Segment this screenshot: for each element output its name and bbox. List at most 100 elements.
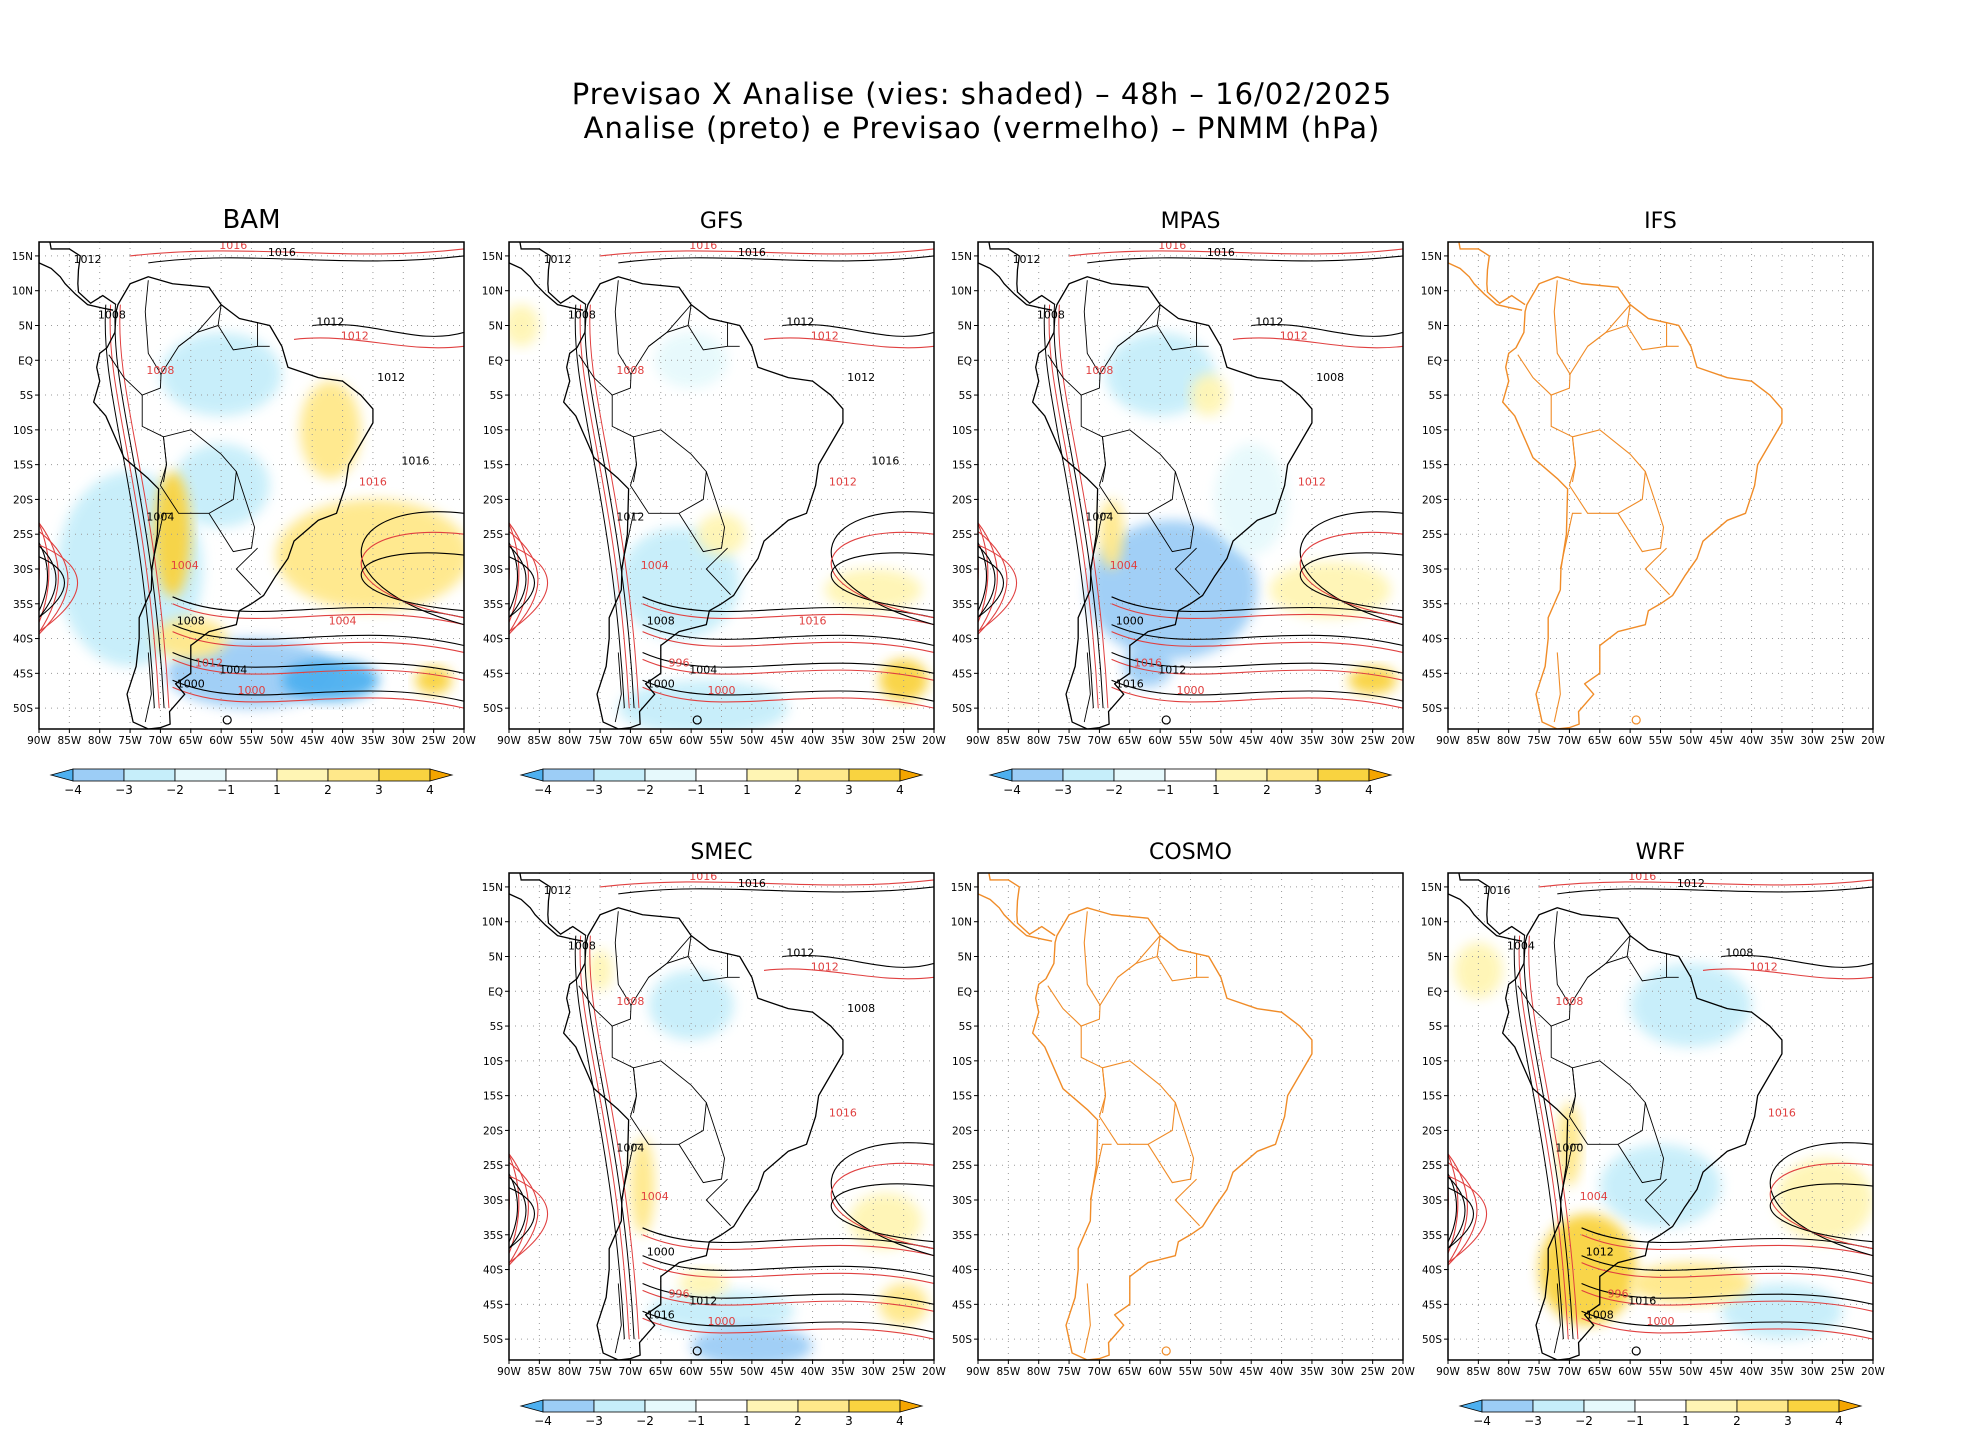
country-border bbox=[678, 471, 725, 553]
y-tick-label: 45S bbox=[952, 1299, 972, 1311]
forecast-isobar bbox=[509, 1153, 529, 1265]
x-tick-label: 50W bbox=[1679, 1366, 1703, 1378]
analysis-isobar bbox=[642, 596, 934, 619]
coastline-south-america bbox=[1031, 276, 1313, 729]
coastline-central-america bbox=[1448, 873, 1526, 942]
country-border bbox=[620, 512, 643, 570]
forecast-isobar bbox=[1111, 603, 1403, 626]
analysis-isobar bbox=[39, 545, 57, 619]
x-tick-label: 70W bbox=[619, 735, 643, 747]
analysis-isobar bbox=[172, 624, 464, 647]
map-area: 1012 1016 1012 1008 1004 1008 1004 1000 1012 1016… bbox=[39, 242, 464, 729]
andes-isobar bbox=[1528, 935, 1579, 1340]
isobar-label-analysis: 1000 bbox=[647, 677, 675, 690]
isobar-label-analysis: 1016 bbox=[647, 1308, 675, 1321]
x-tick-label: 65W bbox=[1118, 735, 1142, 747]
x-tick-label: 40W bbox=[1270, 1366, 1294, 1378]
colorbar-label: 2 bbox=[324, 783, 332, 797]
colorbar-label: −1 bbox=[217, 783, 235, 797]
x-tick-label: 85W bbox=[527, 735, 551, 747]
analysis-isobar bbox=[1721, 954, 1873, 968]
bias-region bbox=[1123, 645, 1173, 688]
isobar bbox=[1299, 511, 1403, 626]
y-tick-label: 45S bbox=[1422, 668, 1442, 680]
forecast-isobar bbox=[600, 248, 934, 257]
forecast-isobar bbox=[1539, 879, 1873, 888]
isobar-label-analysis: 1016 bbox=[1116, 677, 1144, 690]
andes-isobar bbox=[119, 304, 170, 709]
forecast-isobar bbox=[172, 686, 464, 709]
forecast-isobar bbox=[509, 530, 539, 635]
y-tick-label: 20S bbox=[483, 494, 503, 506]
analysis-isobar bbox=[39, 556, 65, 618]
analysis-isobar bbox=[642, 624, 934, 647]
isobar bbox=[1299, 531, 1403, 619]
country-border bbox=[1517, 985, 1552, 1027]
country-border bbox=[235, 547, 261, 596]
y-tick-label: 20S bbox=[952, 1125, 972, 1137]
country-border bbox=[611, 304, 692, 486]
isobar-label-analysis: 1000 bbox=[177, 677, 205, 690]
andes-isobar bbox=[589, 304, 640, 709]
country-border bbox=[1147, 471, 1194, 553]
isobar-label-analysis: 1012 bbox=[316, 315, 344, 328]
x-tick-label: 20W bbox=[1391, 1366, 1415, 1378]
panel-smec: SMEC 1012 1016 1012 1008 1004 1000 1012 1016 1008… bbox=[482, 840, 947, 1428]
country-border bbox=[1617, 1102, 1664, 1184]
colorbar: −4 −3 −2 −1 1 2 3 4 bbox=[1458, 1399, 1863, 1428]
analysis-isobar bbox=[509, 1176, 527, 1250]
colorbar-swatch bbox=[644, 768, 697, 782]
forecast-isobar bbox=[642, 1262, 934, 1285]
x-tick-label: 85W bbox=[57, 735, 81, 747]
colorbar-label: −3 bbox=[585, 783, 603, 797]
y-tick-label: 5S bbox=[20, 390, 34, 402]
y-tick-label: 25S bbox=[1422, 529, 1442, 541]
colorbar-label: −3 bbox=[585, 1414, 603, 1428]
colorbar-label: −4 bbox=[1003, 783, 1021, 797]
forecast-isobar bbox=[1111, 631, 1403, 654]
country-border bbox=[648, 935, 692, 978]
x-tick-label: 20W bbox=[922, 1366, 946, 1378]
coastline-central-america bbox=[978, 873, 1056, 942]
colorbar-swatch bbox=[1685, 1399, 1738, 1413]
y-tick-label: 15N bbox=[1421, 882, 1442, 894]
x-tick-label: 55W bbox=[710, 1366, 734, 1378]
x-tick-label: 55W bbox=[710, 735, 734, 747]
coastline-south-america bbox=[1501, 276, 1783, 729]
country-border bbox=[1080, 304, 1161, 486]
bias-region bbox=[1087, 520, 1258, 660]
isobar-label-analysis: 1012 bbox=[1677, 877, 1705, 890]
isobar-label-analysis: 1008 bbox=[847, 1002, 875, 1015]
bias-region bbox=[849, 1193, 922, 1249]
x-tick-label: 80W bbox=[1497, 1366, 1521, 1378]
forecast-isobar bbox=[1111, 658, 1403, 681]
x-tick-label: 80W bbox=[558, 735, 582, 747]
y-tick-label: 45S bbox=[1422, 1299, 1442, 1311]
y-tick-label: 15N bbox=[951, 251, 972, 263]
x-tick-label: 50W bbox=[740, 1366, 764, 1378]
analysis-isobar bbox=[1087, 255, 1403, 264]
colorbar-arrow-low bbox=[519, 1399, 544, 1413]
x-tick-label: 55W bbox=[240, 735, 264, 747]
x-tick-label: 85W bbox=[996, 735, 1020, 747]
panel-bam: BAM1012101610121008100410081004100010121… bbox=[12, 205, 477, 797]
y-tick-label: 10N bbox=[482, 286, 503, 298]
isobar bbox=[830, 552, 934, 612]
country-border bbox=[1559, 1143, 1582, 1201]
colorbar-swatch bbox=[378, 768, 431, 782]
forecast-isobar bbox=[978, 530, 1008, 635]
y-tick-label: 50S bbox=[952, 1334, 972, 1346]
country-border bbox=[1047, 985, 1082, 1027]
x-tick-label: 90W bbox=[1436, 735, 1460, 747]
y-tick-label: 45S bbox=[952, 668, 972, 680]
isobar-label-forecast: 1000 bbox=[1647, 1315, 1675, 1328]
forecast-isobar bbox=[509, 1161, 539, 1266]
country-border bbox=[1047, 354, 1082, 396]
y-tick-label: 10S bbox=[952, 425, 972, 437]
forecast-isobar bbox=[642, 1289, 934, 1312]
y-tick-label: 15S bbox=[952, 460, 972, 472]
x-tick-label: 75W bbox=[1057, 735, 1081, 747]
isobar-label-analysis: 1012 bbox=[1013, 253, 1041, 266]
panel-wrf: WRF1016101210081004100010121016100810161… bbox=[1421, 840, 1886, 1428]
forecast-isobar bbox=[1702, 968, 1873, 980]
